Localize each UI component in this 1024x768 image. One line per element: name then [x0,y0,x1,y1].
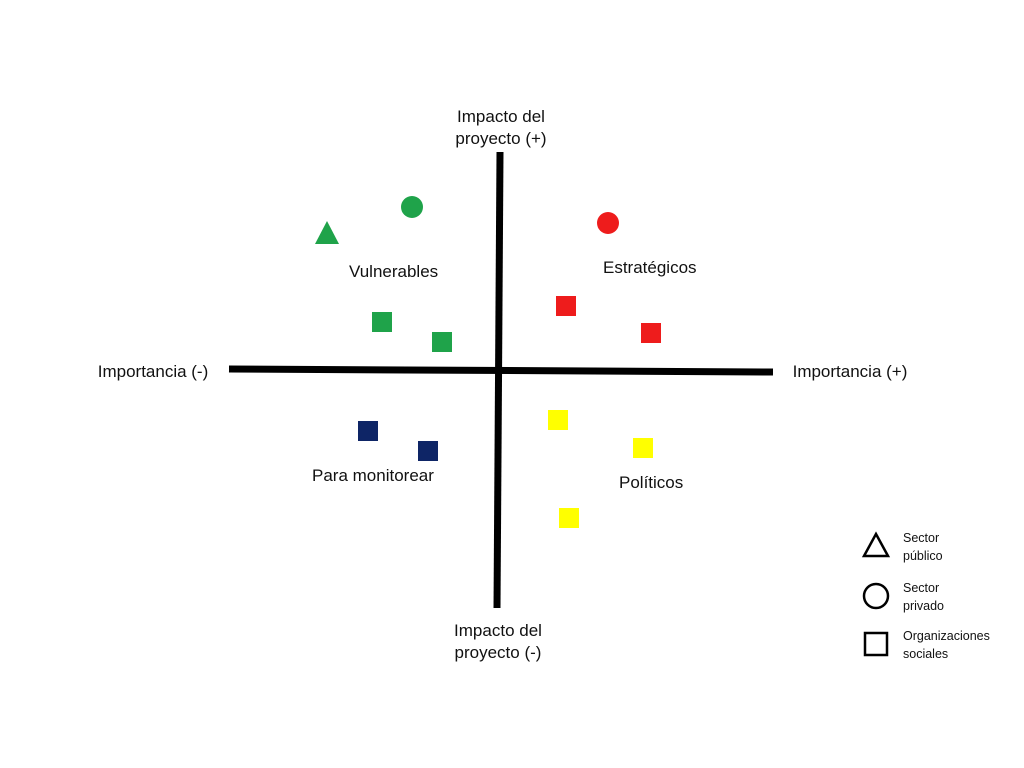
triangle-outline-icon [861,531,891,558]
estrategicos-social-org-square [641,323,661,343]
politicos-social-org-square [559,508,579,528]
estrategicos-social-org-square [556,296,576,316]
circle-outline-icon [862,582,890,610]
square-outline-icon [863,631,889,657]
vulnerables-private-sector-circle [401,196,423,218]
estrategicos-private-sector-circle [597,212,619,234]
legend-label-sector-publico: Sector público [903,531,943,563]
vulnerables-social-org-square [372,312,392,332]
legend-item-organizaciones-sociales: Organizaciones sociales [860,628,1010,668]
horizontal-axis [228,365,774,376]
legend-label-organizaciones-sociales: Organizaciones sociales [903,629,990,661]
politicos-social-org-square [548,410,568,430]
vulnerables-public-sector-triangle [315,221,339,244]
axis-label-left: Importancia (-) [97,362,209,381]
axis-label-right: Importancia (+) [792,362,908,381]
vertical-axis [493,151,504,609]
quadrant-label-estrategicos: Estratégicos [603,258,697,277]
legend-label-sector-privado: Sector privado [903,581,944,613]
para-monitorear-social-org-square [418,441,438,461]
quadrant-label-vulnerables: Vulnerables [349,262,439,281]
para-monitorear-social-org-square [358,421,378,441]
axis-label-bottom: Impacto del proyecto (-) [454,621,542,662]
quadrant-label-para-monitorear: Para monitorear [312,466,434,485]
legend-item-sector-privado: Sector privado [860,580,1010,620]
quadrant-label-politicos: Políticos [619,473,684,492]
axis-label-top: Impacto del proyecto (+) [455,107,547,148]
politicos-social-org-square [633,438,653,458]
legend-item-sector-publico: Sector público [860,530,1010,570]
vulnerables-social-org-square [432,332,452,352]
